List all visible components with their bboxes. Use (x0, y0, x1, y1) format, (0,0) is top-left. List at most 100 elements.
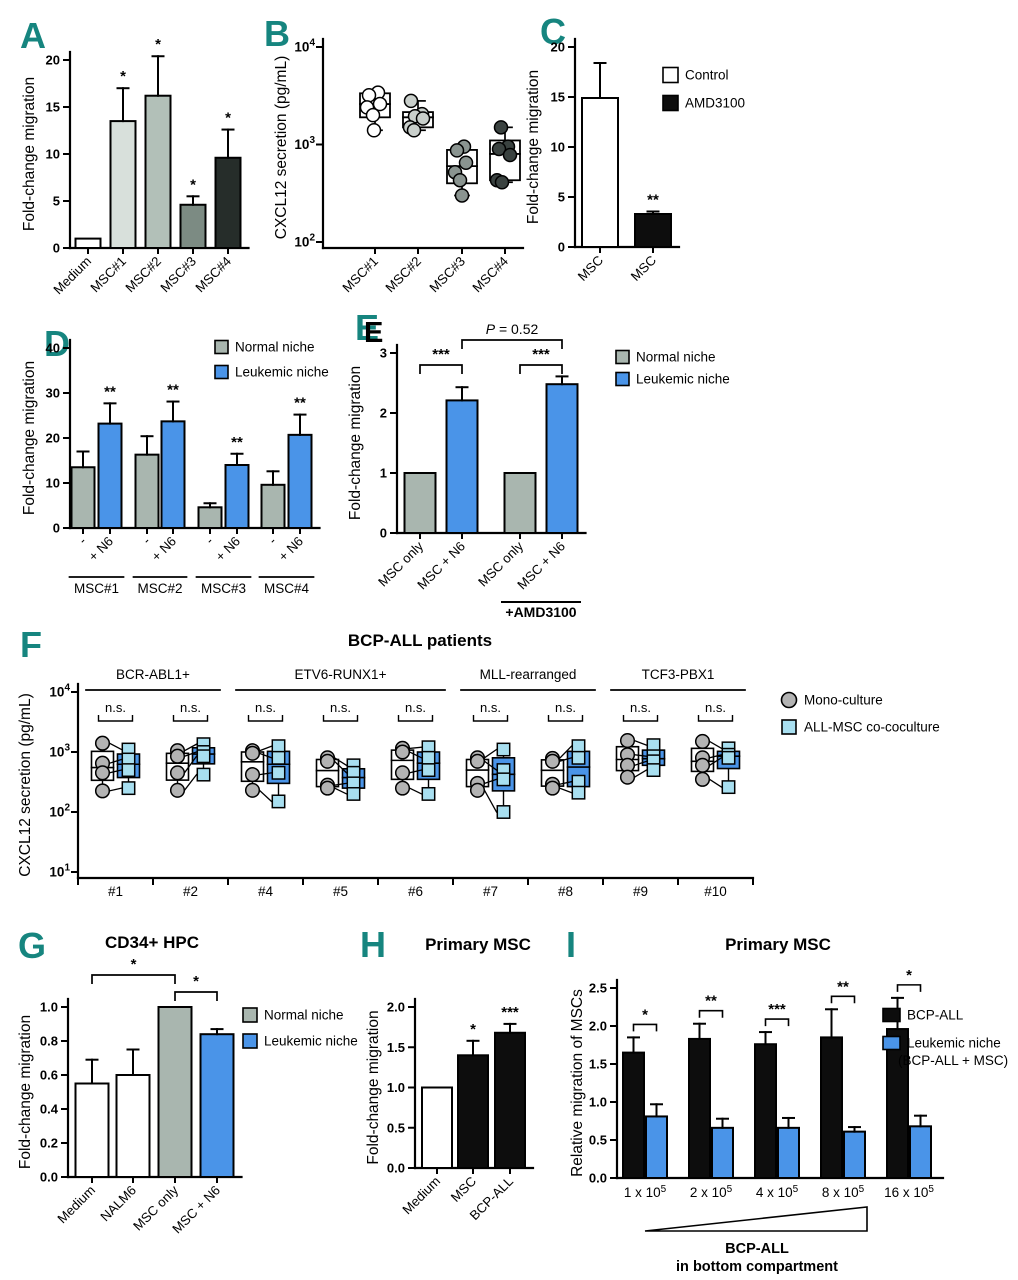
data-point (502, 147, 518, 163)
y-tick-label: 2.0 (589, 1019, 607, 1034)
co-point (496, 805, 511, 819)
bar-+ N6 (97, 422, 123, 530)
x-category-label: MSC#4 (192, 254, 234, 296)
y-tick-label: 104 (49, 683, 70, 700)
legend-label: Leukemic niche (636, 372, 730, 387)
pair-line (408, 746, 423, 750)
y-tick-label: 0.0 (589, 1171, 607, 1186)
bar-MSC (457, 1054, 489, 1170)
pair-line (558, 787, 573, 794)
data-point (491, 141, 507, 157)
y-tick-label: 5 (558, 190, 565, 205)
bar-MSC only (503, 472, 537, 534)
sig-label: ** (167, 382, 179, 399)
sig-bracket (174, 991, 218, 1001)
pair-line (258, 752, 273, 759)
data-point (366, 123, 382, 138)
mono-point (544, 753, 561, 769)
legend-label: Leukemic niche (907, 1036, 1001, 1051)
ns-label: n.s. (180, 700, 201, 715)
bar-BCP-ALL-4 x 10^5 (754, 1043, 777, 1179)
panel-H: H Primary MSC 0.0 0.5 1.0 1.5 2.0 Fold-change m… (360, 924, 535, 1223)
x-category-label: + N6 (276, 534, 307, 565)
bar-+ N6 (160, 420, 186, 530)
mono-point (469, 753, 486, 769)
pair-line (183, 743, 198, 752)
ns-bracket (472, 715, 509, 722)
y-tick-label: 15 (46, 100, 60, 115)
panel-letter-H: H (360, 924, 386, 965)
sig-bracket (764, 1018, 790, 1027)
legend-label-line2: (BCP-ALL + MSC) (898, 1053, 1008, 1068)
x-category-label: 1 x 105 (624, 1184, 667, 1200)
bar-MSC (581, 97, 619, 248)
bar-MSC#1 (109, 120, 137, 249)
mono-point (394, 744, 411, 760)
ns-label: n.s. (255, 700, 276, 715)
legend-label: Mono-culture (804, 693, 883, 708)
ns-bracket (397, 715, 434, 722)
legend-swatch (242, 1033, 258, 1049)
bar-BCP-ALL-2 x 10^5 (688, 1037, 711, 1180)
legend-swatch (662, 94, 679, 112)
legend-swatch (882, 1035, 901, 1051)
ns-bracket (322, 715, 359, 722)
co-point (421, 763, 436, 778)
pair-line (408, 787, 423, 795)
co-point (346, 786, 361, 801)
pair-line (333, 760, 348, 774)
y-tick-label: 0 (558, 240, 565, 255)
y-tick-label: 1 (380, 466, 387, 481)
sig-label: * (120, 68, 126, 85)
mono-point (619, 733, 636, 749)
x-category-label: Medium (54, 1183, 98, 1227)
gradient-ramp (644, 1206, 868, 1232)
y-tick-label: 1.0 (40, 1000, 58, 1015)
pair-line (558, 780, 573, 786)
sig-label: ** (231, 434, 243, 451)
ns-bracket (97, 715, 134, 722)
group-label: MSC#3 (201, 581, 246, 596)
sig-label: * (225, 110, 231, 127)
panel-title: CD34+ HPC (105, 933, 199, 952)
pair-line (633, 769, 648, 779)
panel-G: G CD34+ HPC 0.0 0.2 0.4 0.6 0.8 1.0 Fold-change … (17, 925, 358, 1236)
ns-bracket (622, 715, 659, 722)
sig-bracket (461, 339, 563, 349)
y-tick-label: 1.5 (387, 1040, 405, 1055)
legend-label: Normal niche (235, 340, 315, 355)
pair-line (183, 755, 198, 774)
y-tick-label: 1.0 (387, 1080, 405, 1095)
x-category-label: - (265, 534, 279, 548)
legend-swatch (214, 364, 229, 380)
bar-Medium (74, 1082, 110, 1178)
legend-label: BCP-ALL (907, 1008, 964, 1023)
sig-bracket (519, 364, 563, 374)
ns-bracket (547, 715, 584, 722)
group-label: MSC#4 (264, 581, 310, 596)
y-tick-label: 40 (46, 341, 60, 356)
bar-MSC#2 (144, 94, 172, 249)
patient-label: #1 (108, 884, 123, 899)
x-category-label: 8 x 105 (822, 1184, 865, 1200)
y-tick-label: 2.5 (589, 981, 607, 996)
pair-line (333, 782, 348, 786)
y-tick-label: 30 (46, 386, 60, 401)
bar-MSC#3 (179, 203, 207, 249)
panel-letter-E: E (355, 307, 379, 348)
y-tick-label: 104 (294, 38, 315, 55)
bar-MSC + N6 (199, 1033, 235, 1178)
y-axis-title: Fold-change migration (21, 361, 38, 515)
mono-point (544, 780, 561, 796)
legend-swatch (662, 66, 679, 84)
mono-point (169, 748, 186, 764)
sig-label: *** (501, 1004, 519, 1021)
pair-line (633, 754, 648, 757)
x-category-label: MSC#1 (87, 254, 129, 296)
co-point (196, 749, 211, 764)
data-point (454, 188, 470, 203)
legend-label: Leukemic niche (264, 1034, 358, 1049)
y-axis-title: Fold-change migration (347, 366, 364, 520)
patient-label: #7 (483, 884, 498, 899)
